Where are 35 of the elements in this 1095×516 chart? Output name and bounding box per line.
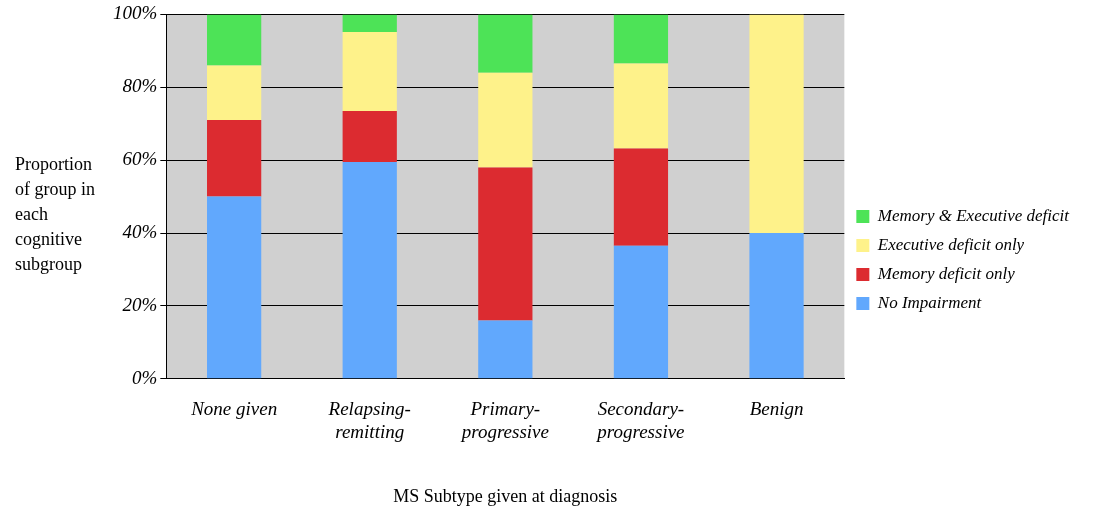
y-tick-label: 0%: [132, 366, 158, 388]
bar: [749, 233, 804, 379]
bar: [478, 72, 533, 168]
bar: [207, 65, 262, 121]
bar: [342, 31, 397, 111]
legend-label: Memory deficit only: [876, 263, 1016, 283]
bar: [207, 14, 262, 66]
x-tick-label: Relapsing-remitting: [327, 398, 411, 442]
y-tick-label: 80%: [122, 75, 158, 97]
legend-label: Executive deficit only: [876, 234, 1025, 254]
bar: [613, 245, 669, 379]
bar: [613, 14, 669, 64]
bar: [613, 148, 669, 246]
bar: [342, 14, 397, 32]
bar: [207, 196, 262, 379]
legend-label: No Impairment: [876, 292, 983, 312]
y-tick-label: 20%: [122, 293, 158, 315]
y-tick-label: 100%: [113, 2, 158, 24]
y-axis-title: Proportion of group in each cognitive subgroup: [15, 153, 96, 276]
bar: [613, 63, 669, 149]
bar: [749, 14, 804, 234]
x-tick-label: None given: [190, 398, 278, 420]
x-tick-label: Primary-progressive: [459, 398, 549, 442]
bar: [342, 161, 397, 379]
bar: [478, 167, 533, 321]
bar: [478, 320, 533, 379]
bar: [207, 120, 262, 197]
x-axis-title: MS Subtype given at diagnosis: [393, 485, 618, 506]
bar: [342, 110, 397, 162]
y-tick-label: 60%: [122, 148, 158, 170]
legend-label: Memory & Executive deficit: [876, 205, 1071, 225]
x-tick-label: Benign: [749, 398, 804, 420]
x-tick-label: Secondary-progressive: [595, 398, 685, 442]
y-tick-label: 40%: [122, 221, 158, 243]
bar: [478, 14, 533, 73]
